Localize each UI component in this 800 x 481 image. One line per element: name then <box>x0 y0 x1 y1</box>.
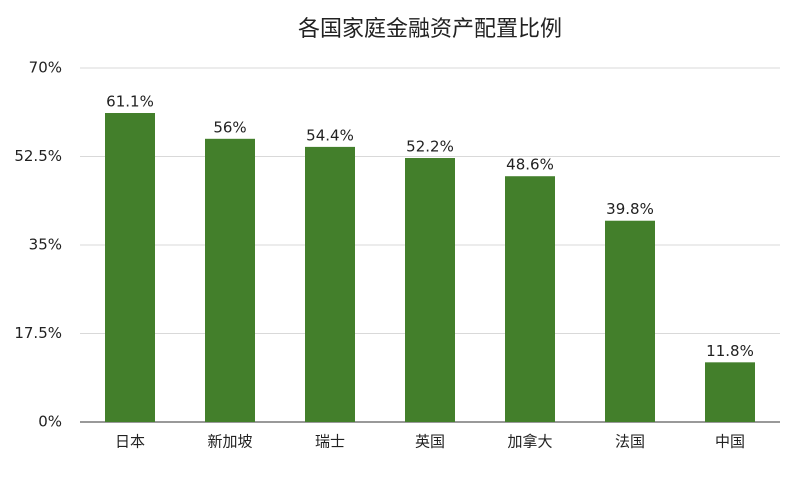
x-tick-label: 英国 <box>415 433 445 451</box>
x-tick-label: 日本 <box>115 433 145 451</box>
y-tick-label: 0% <box>38 413 62 431</box>
bar <box>205 138 255 423</box>
bar <box>505 176 555 422</box>
y-tick-label: 35% <box>29 236 62 254</box>
bar <box>105 113 155 422</box>
x-tick-label: 法国 <box>615 433 645 451</box>
x-tick-label: 加拿大 <box>507 433 552 451</box>
bar <box>405 158 455 422</box>
y-tick-label: 70% <box>29 59 62 77</box>
data-label: 61.1% <box>106 93 154 111</box>
chart-title: 各国家庭金融资产配置比例 <box>298 17 562 42</box>
data-label: 54.4% <box>306 126 354 144</box>
y-tick-label: 52.5% <box>14 147 62 165</box>
x-tick-label: 新加坡 <box>207 433 252 451</box>
data-label: 39.8% <box>606 200 654 218</box>
bar <box>605 220 655 422</box>
x-tick-label: 中国 <box>715 433 745 451</box>
data-label: 52.2% <box>406 138 454 156</box>
bar <box>305 146 355 423</box>
data-label: 11.8% <box>706 342 754 360</box>
bar <box>705 362 755 422</box>
y-tick-label: 17.5% <box>14 324 62 342</box>
data-label: 56% <box>213 118 246 136</box>
x-tick-label: 瑞士 <box>315 433 345 451</box>
data-label: 48.6% <box>506 156 554 174</box>
